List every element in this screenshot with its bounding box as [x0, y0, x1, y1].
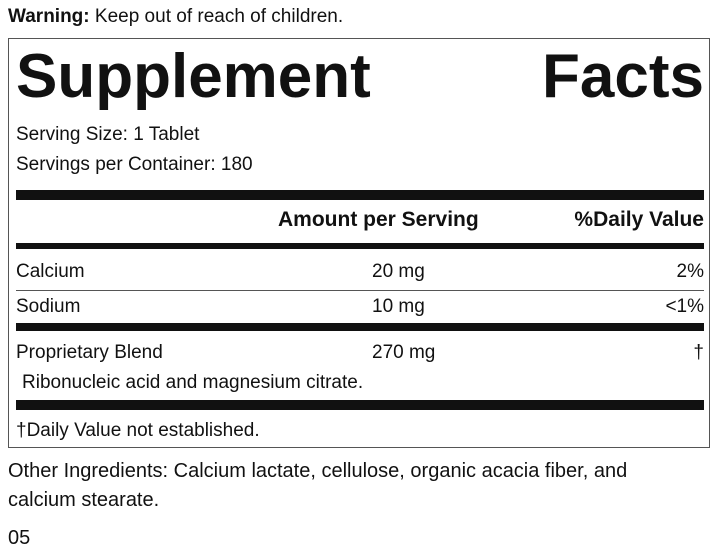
- thick-rule: [16, 243, 704, 249]
- thick-rule: [16, 323, 704, 331]
- warning-text: Keep out of reach of children.: [94, 6, 344, 27]
- nutrient-dv: <1%: [665, 296, 704, 317]
- nutrient-detail: Ribonucleic acid and magnesium citrate.: [22, 372, 364, 393]
- nutrient-name: Proprietary Blend: [16, 342, 163, 363]
- serving-size: Serving Size: 1 Tablet: [16, 124, 200, 145]
- code: 05: [8, 527, 31, 549]
- nutrient-name: Sodium: [16, 296, 81, 317]
- servings-per-container: Servings per Container: 180: [16, 154, 253, 175]
- warning-label: Warning:: [8, 6, 90, 27]
- nutrient-dv: †: [693, 342, 704, 363]
- nutrient-dv: 2%: [676, 261, 704, 282]
- facts-panel: [8, 38, 710, 448]
- warning: Warning: Keep out of reach of children.: [8, 6, 343, 28]
- column-header: %Daily Value: [574, 208, 704, 231]
- panel-title: Supplement Facts: [16, 42, 704, 111]
- column-header: Amount per Serving: [278, 208, 479, 231]
- thick-rule: [16, 400, 704, 410]
- nutrient-name: Calcium: [16, 261, 85, 282]
- other-ingredients: Other Ingredients: Calcium lactate, cell…: [8, 460, 628, 511]
- thin-rule: [16, 290, 704, 291]
- thick-rule: [16, 190, 704, 200]
- footnote: †Daily Value not established.: [16, 420, 260, 441]
- nutrient-amount: 20 mg: [372, 261, 425, 282]
- nutrient-amount: 270 mg: [372, 342, 436, 363]
- nutrient-amount: 10 mg: [372, 296, 425, 317]
